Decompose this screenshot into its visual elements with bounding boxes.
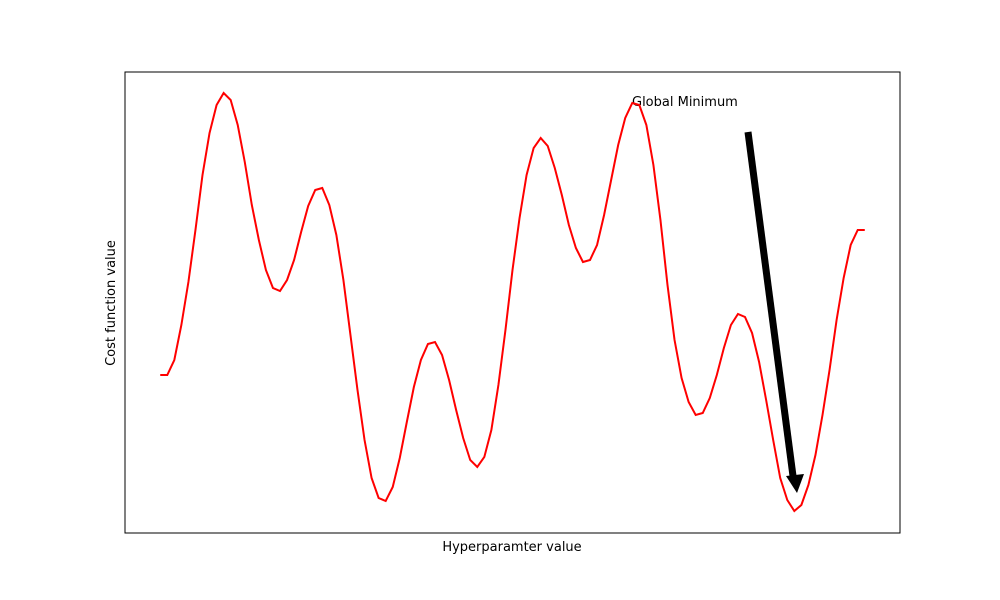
y-axis-label: Cost function value (104, 240, 119, 366)
x-axis-label: Hyperparamter value (442, 540, 581, 555)
annotation-arrow (744, 131, 797, 477)
plot-frame (124, 71, 901, 534)
annotation-text: Global Minimum (632, 95, 738, 110)
annotation-arrowhead (786, 474, 804, 493)
line (160, 91, 865, 513)
